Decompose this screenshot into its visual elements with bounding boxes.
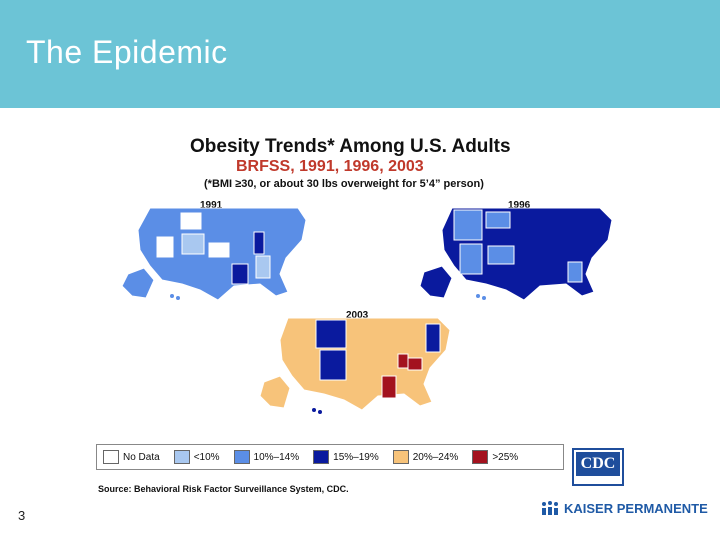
legend-item-under-10: <10% — [173, 450, 220, 464]
legend-swatch — [233, 450, 250, 464]
slide-title: The Epidemic — [26, 34, 228, 70]
us-map-1996 — [419, 207, 613, 301]
cdc-logo: CDC — [572, 448, 624, 486]
page-number: 3 — [18, 508, 26, 523]
legend-label: 20%–24% — [412, 451, 459, 463]
source-note: Source: Behavioral Risk Factor Surveilla… — [98, 484, 349, 494]
legend-item-10-14: 10%–14% — [233, 450, 300, 464]
legend-label: No Data — [123, 451, 160, 463]
map-subtitle: BRFSS, 1991, 1996, 2003 — [236, 158, 424, 175]
legend-item-no-data: No Data — [103, 450, 160, 464]
legend-swatch — [173, 450, 190, 464]
legend-label: 15%–19% — [333, 451, 379, 463]
legend-swatch — [392, 450, 409, 464]
legend-item-over-25: >25% — [472, 450, 518, 464]
map-year-1991: 1991 — [200, 200, 223, 211]
us-map-2003 — [259, 317, 451, 414]
legend-item-20-24: 20%–24% — [392, 450, 459, 464]
legend-label: <10% — [193, 451, 220, 463]
kaiser-logo-text: KAISER PERMANENTE — [564, 500, 708, 516]
legend-swatch — [472, 450, 489, 464]
legend-swatch — [103, 450, 119, 464]
map-year-2003: 2003 — [346, 310, 369, 321]
kaiser-mark-icon — [542, 501, 558, 515]
legend-label: 10%–14% — [253, 451, 300, 463]
legend-label: >25% — [492, 451, 519, 463]
map-year-1996: 1996 — [508, 200, 531, 211]
legend-swatch — [313, 450, 330, 464]
map-title: Obesity Trends* Among U.S. Adults — [190, 136, 511, 157]
legend-item-15-19: 15%–19% — [313, 450, 379, 464]
map-note: (*BMI ≥30, or about 30 lbs overweight fo… — [204, 178, 484, 190]
kaiser-permanente-logo: KAISER PERMANENTE — [540, 500, 708, 516]
cdc-logo-text: CDC — [576, 452, 620, 476]
us-map-1991 — [121, 207, 307, 301]
header-bar — [0, 0, 720, 108]
legend: No Data <10% 10%–14% 15%–19% 20%–24% >25… — [96, 444, 564, 470]
